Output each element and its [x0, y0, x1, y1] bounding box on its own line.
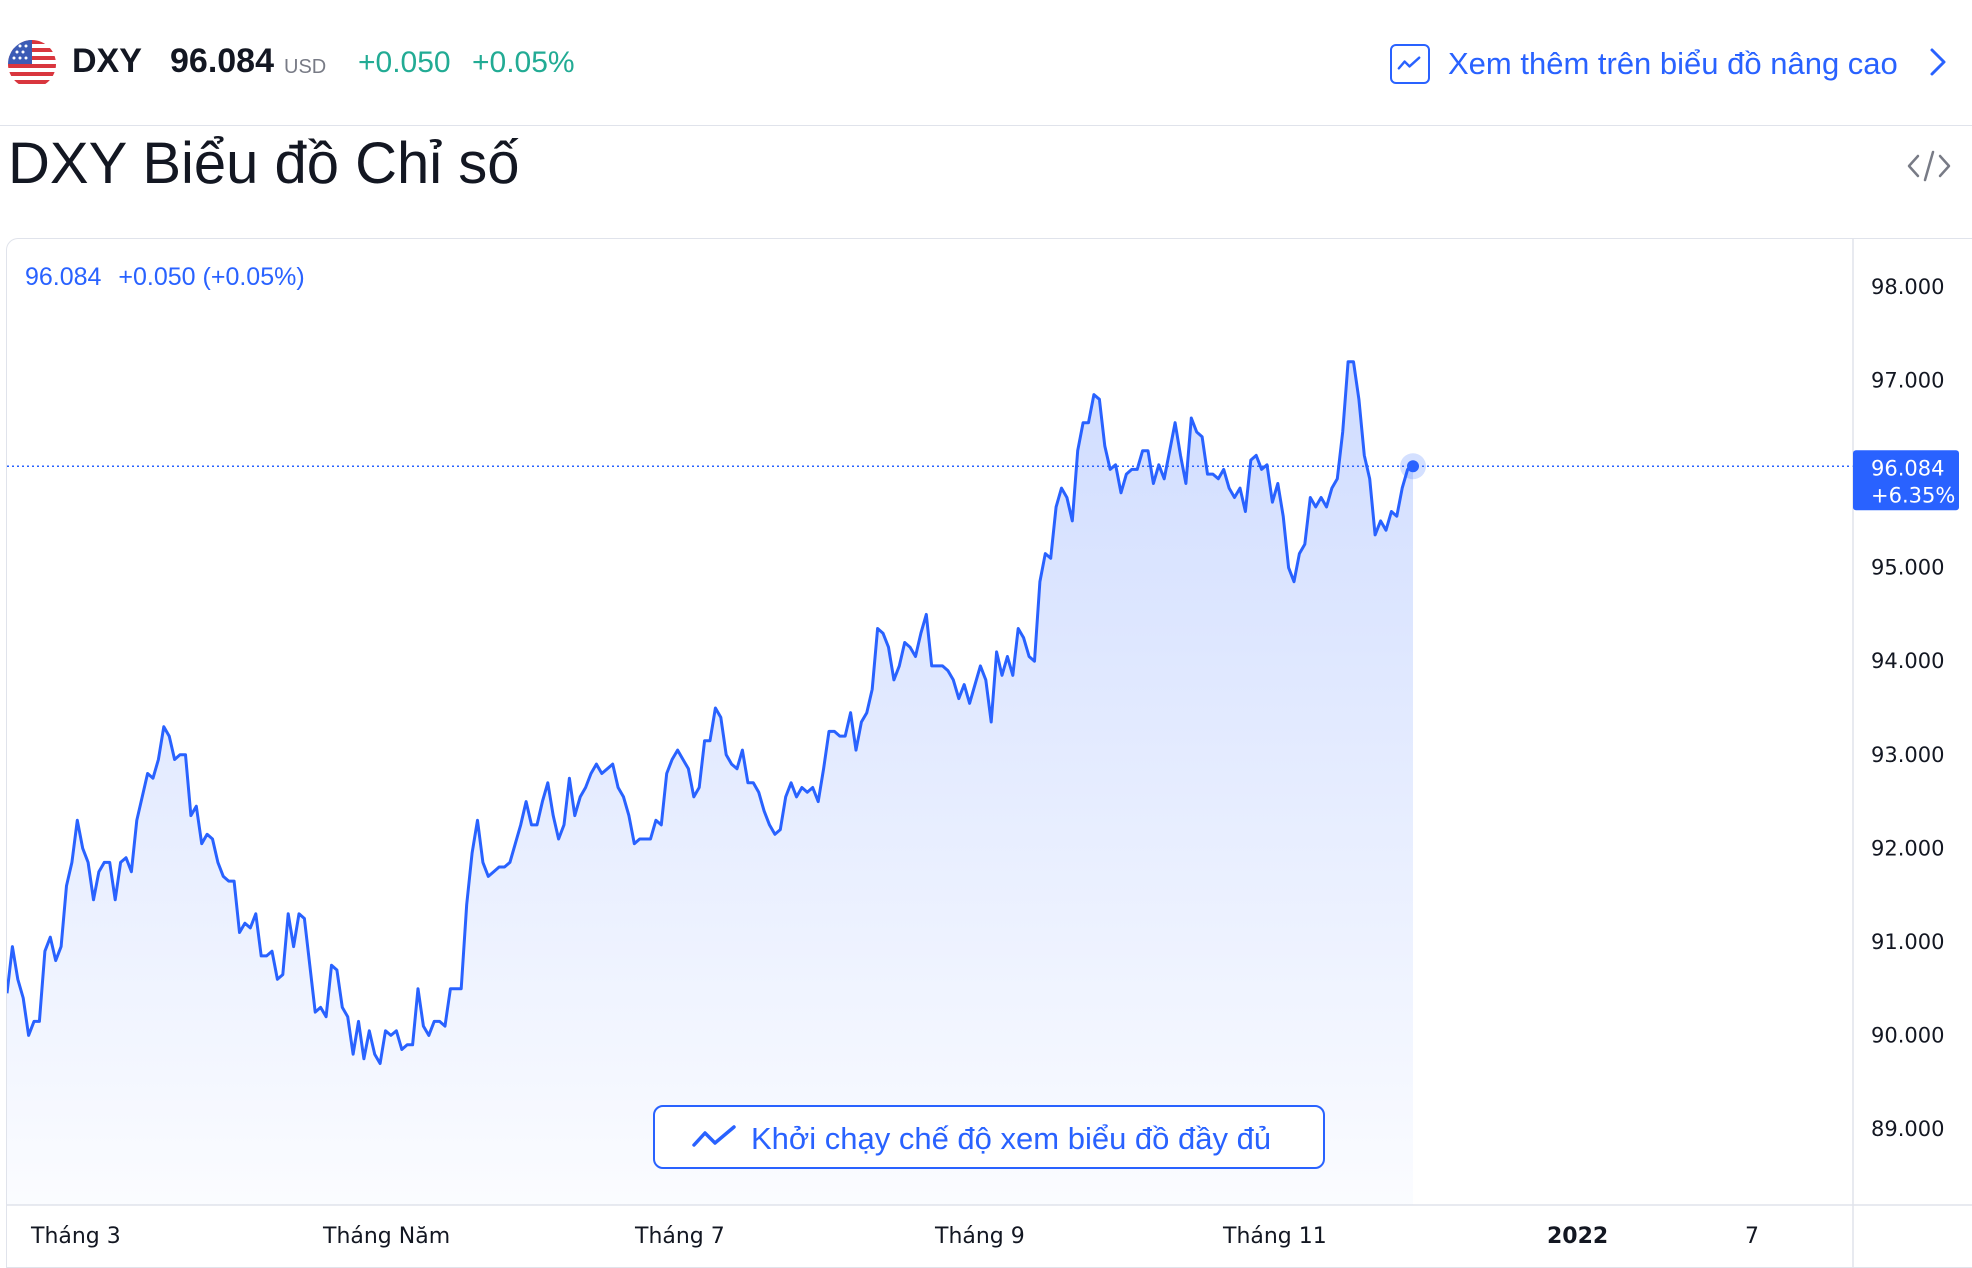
x-tick-label: Tháng Năm — [322, 1224, 450, 1249]
chevron-right-icon — [1930, 48, 1946, 76]
legend-price: 96.084 — [25, 263, 102, 291]
last-price-badge-change: +6.35% — [1871, 483, 1955, 507]
launch-fullscreen-chart-label: Khởi chạy chế độ xem biểu đồ đầy đủ — [751, 1121, 1272, 1156]
advanced-chart-link[interactable]: Xem thêm trên biểu đồ nâng cao — [1390, 42, 1960, 86]
y-tick-label: 92.000 — [1871, 836, 1944, 860]
last-price-badge — [1853, 450, 1959, 511]
price-line-series[interactable] — [7, 360, 1414, 1065]
currency-label: USD — [284, 56, 327, 78]
y-tick-label: 93.000 — [1871, 743, 1944, 767]
legend-change: +0.050 (+0.05%) — [118, 263, 305, 291]
x-tick-label: 7 — [1745, 1224, 1759, 1249]
price-area-fill — [7, 361, 1413, 1205]
advanced-chart-link-label: Xem thêm trên biểu đồ nâng cao — [1448, 46, 1898, 81]
x-tick-label: Tháng 9 — [934, 1224, 1025, 1249]
chart-line-icon — [1390, 44, 1430, 84]
code-embed-icon[interactable] — [1906, 148, 1952, 184]
symbol-name: DXY — [72, 42, 142, 80]
x-tick-label: Tháng 3 — [30, 1224, 121, 1249]
x-tick-label: Tháng 11 — [1222, 1224, 1327, 1249]
y-tick-label: 90.000 — [1871, 1023, 1944, 1047]
x-tick-label: Tháng 7 — [634, 1224, 725, 1249]
y-tick-label: 97.000 — [1871, 369, 1944, 393]
y-tick-label: 95.000 — [1871, 556, 1944, 580]
last-price: 96.084 — [170, 42, 274, 80]
us-flag-icon — [8, 40, 56, 88]
launch-fullscreen-chart-button[interactable]: Khởi chạy chế độ xem biểu đồ đầy đủ — [653, 1105, 1325, 1169]
last-point-marker — [1407, 460, 1419, 473]
last-price-badge-value: 96.084 — [1871, 456, 1944, 480]
symbol-header: DXY 96.084 USD +0.050 +0.05% Xem thêm tr… — [0, 0, 1972, 126]
trend-line-icon — [692, 1125, 736, 1147]
page-title: DXY Biểu đồ Chỉ số — [8, 131, 520, 196]
x-tick-label: 2022 — [1547, 1224, 1608, 1249]
y-tick-label: 98.000 — [1871, 275, 1944, 299]
chart-panel[interactable]: 98.00097.00096.00095.00094.00093.00092.0… — [6, 238, 1972, 1268]
y-tick-label: 89.000 — [1871, 1117, 1944, 1141]
price-chart[interactable]: 98.00097.00096.00095.00094.00093.00092.0… — [7, 239, 1972, 1268]
price-change-percent: +0.05% — [472, 46, 575, 79]
chart-legend: 96.084 +0.050 (+0.05%) — [25, 263, 315, 292]
price-change-absolute: +0.050 — [358, 46, 451, 79]
y-tick-label: 94.000 — [1871, 649, 1944, 673]
y-tick-label: 91.000 — [1871, 930, 1944, 954]
